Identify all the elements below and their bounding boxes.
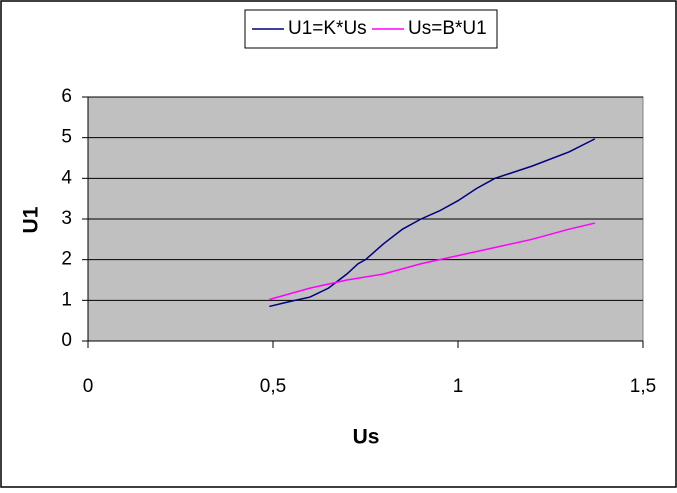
y-axis-title: U1: [20, 206, 43, 233]
y-tick-label: 2: [61, 249, 72, 270]
y-tick-label: 4: [61, 167, 72, 188]
x-tick-label: 0,5: [260, 376, 286, 397]
y-tick-label: 0: [61, 330, 72, 351]
y-tick-label: 5: [61, 127, 72, 148]
x-tick-label: 0: [83, 376, 94, 397]
x-tick-label: 1,5: [630, 376, 656, 397]
series-line: [269, 138, 596, 308]
legend-label: Us=B*U1: [408, 18, 487, 39]
x-tick-label: 1: [453, 376, 464, 397]
legend: [244, 9, 498, 49]
y-tick-label: 6: [61, 86, 72, 107]
y-tick-label: 1: [61, 289, 72, 310]
legend-label: U1=K*Us: [288, 18, 367, 39]
x-axis-title: Us: [353, 426, 380, 449]
y-tick-label: 3: [61, 208, 72, 229]
series-line: [269, 222, 596, 301]
